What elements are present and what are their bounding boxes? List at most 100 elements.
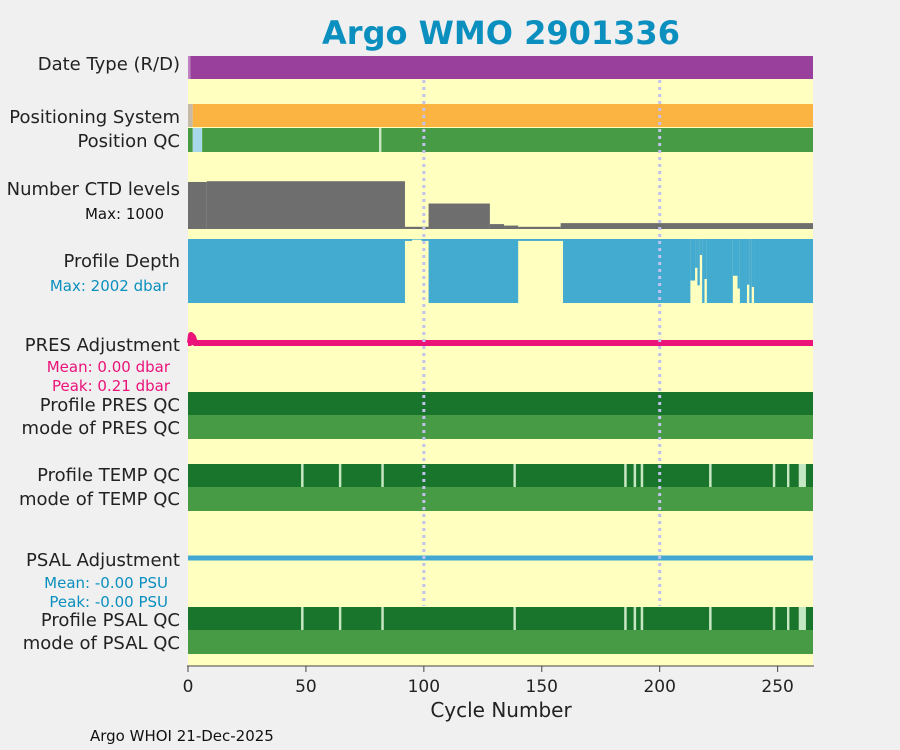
profile-psal-qc-segment-4 [341,607,382,630]
profile-temp-qc-segment-11 [633,464,637,487]
profile-psal-qc-label: Profile PSAL QC [41,610,180,631]
profile-psal-qc-segment-18 [775,607,788,630]
positioning-system-strip [188,104,813,127]
profile-depth-bars [188,239,813,303]
profile-psal-qc-segment-13 [640,607,644,630]
profile-temp-qc-segment-5 [381,464,384,487]
psal-peak-label: Peak: -0.00 PSU [49,593,168,611]
depth-bar-1 [404,239,413,241]
depth-bar-13 [706,239,733,303]
depth-bar-8 [695,239,698,268]
profile-temp-qc-segment-6 [383,464,514,487]
profile-temp-qc-segment-14 [643,464,710,487]
pres-adjustment-line [187,332,813,346]
pres-mean-label: Mean: 0.00 dbar [47,358,171,376]
positioning-segment-0 [188,104,193,127]
position-qc-segment-3 [379,128,382,152]
position-qc-segment-1 [192,128,203,152]
pres-adjustment-series [187,332,813,346]
x-tick-label-200: 200 [643,677,675,697]
ctd-bar-7 [560,223,813,229]
profile-psal-qc-segment-2 [303,607,339,630]
profile-psal-qc-segment-21 [798,607,806,630]
profile-psal-qc-segment-16 [711,607,773,630]
mode-temp-qc-segment-0 [188,487,813,511]
position-qc-segment-2 [202,128,380,152]
profile-temp-qc-segment-1 [301,464,304,487]
ctd-bar-0 [188,181,207,229]
x-tick-label-100: 100 [408,677,440,697]
plot-background [188,56,813,666]
chart-title: Argo WMO 2901336 [322,14,680,52]
mode-temp-qc-strip [188,487,813,511]
date-type-label: Date Type (R/D) [38,54,180,75]
profile-temp-qc-segment-22 [805,464,813,487]
profile-psal-qc-segment-12 [636,607,641,630]
profile-psal-qc-segment-6 [383,607,514,630]
psal-adjustment-label: PSAL Adjustment [26,550,180,571]
depth-bar-10 [699,239,703,255]
x-tick-label-250: 250 [761,677,793,697]
profile-psal-qc-segment-1 [301,607,304,630]
profile-psal-qc-segment-22 [805,607,813,630]
position-qc-strip [188,128,813,152]
depth-bar-5 [518,239,563,241]
mode-psal-qc-strip [188,630,813,654]
position-qc-label: Position QC [77,131,180,152]
profile-temp-qc-segment-10 [626,464,634,487]
profile-psal-qc-segment-0 [188,607,302,630]
profile-psal-qc-segment-3 [338,607,342,630]
profile-psal-qc-segment-11 [633,607,637,630]
profile-temp-qc-label: Profile TEMP QC [37,465,180,486]
depth-bar-7 [690,239,696,281]
ctd-bar-3 [428,203,490,229]
position-qc-segment-0 [188,128,193,152]
x-axis-label: Cycle Number [430,698,572,722]
profile-psal-qc-segment-19 [787,607,790,630]
x-tick-label-50: 50 [295,677,317,697]
ctd-bar-6 [518,226,561,229]
depth-bar-4 [428,239,519,303]
profile-psal-qc-segment-5 [381,607,384,630]
positioning-segment-1 [192,104,813,127]
profile-temp-qc-segment-3 [338,464,342,487]
depth-bar-12 [704,239,707,279]
mode-temp-qc-label: mode of TEMP QC [19,489,180,510]
profile-psal-qc-segment-8 [515,607,625,630]
profile-temp-qc-segment-12 [636,464,641,487]
position-qc-segment-4 [381,128,813,152]
ctd-bar-2 [404,226,429,229]
ctd-bar-4 [489,224,505,229]
pres-adjustment-label: PRES Adjustment [25,335,180,356]
date-type-strip [188,56,813,79]
profile-temp-qc-segment-9 [624,464,627,487]
x-tick-label-0: 0 [183,677,194,697]
depth-bar-9 [697,239,700,286]
profile-pres-qc-segment-0 [188,392,813,415]
date-type-segment-1 [190,56,813,79]
profile-temp-qc-segment-17 [772,464,776,487]
depth-bar-0 [188,239,405,303]
depth-bar-16 [739,239,747,303]
profile-temp-qc-segment-16 [711,464,773,487]
x-tick-label-150: 150 [526,677,558,697]
mode-psal-qc-label: mode of PSAL QC [23,633,180,654]
profile-temp-qc-segment-4 [341,464,382,487]
psal-mean-label: Mean: -0.00 PSU [44,574,168,592]
ctd-levels-max-label: Max: 1000 [85,205,164,223]
profile-temp-qc-segment-21 [798,464,806,487]
profile-psal-qc-segment-9 [624,607,627,630]
depth-bar-2 [412,239,422,240]
profile-psal-qc-strip [188,607,813,630]
depth-bar-15 [737,239,740,289]
depth-bar-3 [421,239,429,241]
profile-psal-qc-segment-14 [643,607,710,630]
date-type-segment-0 [188,56,191,79]
depth-bar-6 [563,239,691,303]
depth-bar-19 [751,239,755,287]
mode-psal-qc-segment-0 [188,630,813,654]
profile-temp-qc-segment-7 [513,464,516,487]
depth-bar-11 [702,239,705,303]
ctd-bar-1 [206,181,405,229]
